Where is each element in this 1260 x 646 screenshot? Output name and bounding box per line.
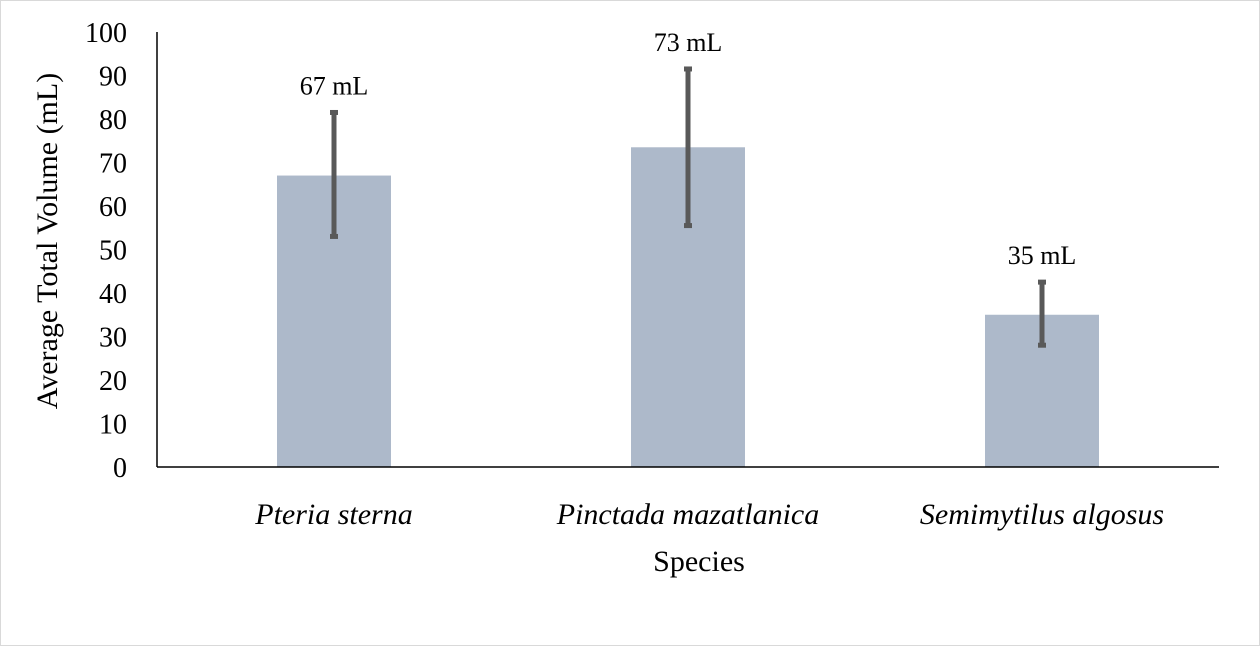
y-tick-label: 100	[85, 18, 127, 49]
data-label: 35 mL	[1008, 241, 1077, 270]
x-axis-title: Species	[653, 545, 745, 578]
data-label: 73 mL	[654, 28, 723, 57]
y-tick-label: 20	[99, 366, 127, 397]
y-tick-label: 40	[99, 279, 127, 310]
y-tick-label: 80	[99, 105, 127, 136]
y-axis-title: Average Total Volume (mL)	[31, 73, 64, 409]
error-bars-layer	[330, 66, 1046, 348]
axes-layer: 0 10 20 30 40 50 60 70 80 90 100	[85, 18, 1219, 484]
category-label: Pinctada mazatlanica	[556, 498, 819, 531]
y-tick-label: 90	[99, 62, 127, 93]
y-tick-label: 50	[99, 236, 127, 267]
data-label: 67 mL	[300, 71, 369, 100]
labels-layer: 67 mL Pteria sterna 73 mL Pinctada mazatlan…	[254, 28, 1164, 531]
y-tick-label: 60	[99, 192, 127, 223]
y-tick-label: 70	[99, 149, 127, 180]
category-label: Pteria sterna	[254, 498, 413, 531]
y-tick-label: 10	[99, 410, 127, 441]
y-tick-label: 0	[113, 453, 127, 484]
category-label: Semimytilus algosus	[920, 498, 1164, 531]
y-tick-label: 30	[99, 323, 127, 354]
